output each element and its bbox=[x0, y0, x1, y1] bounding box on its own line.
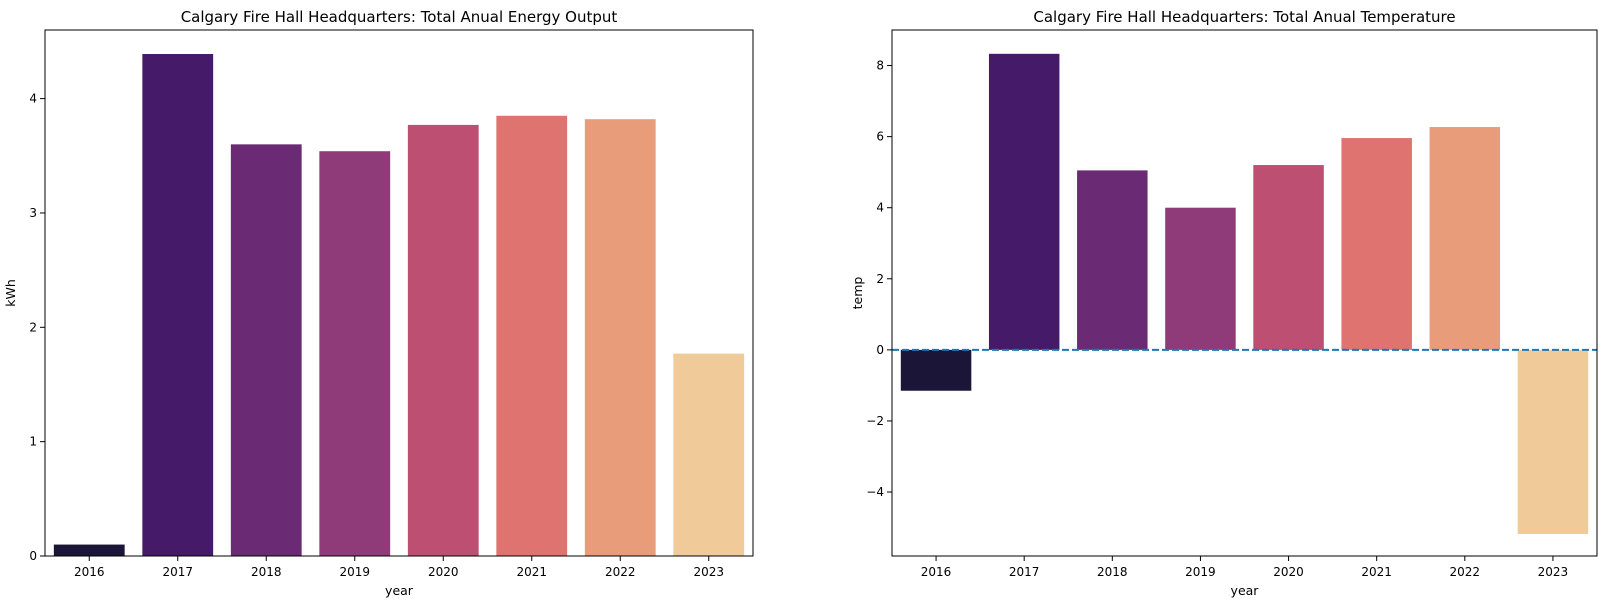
x-tick-label: 2018 bbox=[1097, 565, 1128, 579]
y-tick-label: 4 bbox=[29, 92, 37, 106]
bar-2018 bbox=[1077, 170, 1148, 350]
bar-2021 bbox=[1341, 138, 1412, 350]
bar-2019 bbox=[1165, 207, 1236, 350]
bar-2020 bbox=[407, 124, 479, 557]
y-axis-label: temp bbox=[850, 277, 865, 310]
y-tick-label: 1 bbox=[29, 435, 37, 449]
chart-title: Calgary Fire Hall Headquarters: Total An… bbox=[1033, 8, 1455, 26]
bar-2016 bbox=[53, 544, 125, 556]
bar-2021 bbox=[496, 115, 568, 557]
y-tick-label: 2 bbox=[876, 272, 884, 286]
bar-2022 bbox=[1429, 127, 1501, 350]
y-tick-label: 0 bbox=[876, 343, 884, 357]
chart-title: Calgary Fire Hall Headquarters: Total An… bbox=[181, 8, 618, 26]
axes-frame bbox=[44, 29, 754, 557]
y-tick-label: −2 bbox=[866, 414, 884, 428]
bar-2017 bbox=[988, 53, 1060, 350]
y-tick-label: 6 bbox=[876, 130, 884, 144]
y-tick-label: 3 bbox=[29, 206, 37, 220]
bar-2017 bbox=[142, 54, 214, 557]
x-tick-label: 2021 bbox=[516, 565, 547, 579]
x-tick-label: 2017 bbox=[162, 565, 193, 579]
bar-2018 bbox=[230, 144, 302, 556]
x-tick-label: 2016 bbox=[921, 565, 952, 579]
x-tick-label: 2020 bbox=[1273, 565, 1304, 579]
y-tick-label: 0 bbox=[29, 549, 37, 563]
y-tick-label: 4 bbox=[876, 201, 884, 215]
bar-2023 bbox=[1517, 349, 1589, 534]
plot-area: 0 1 2 3 4 2016 2017 2018 2019 2020 2021 2022 2023 bbox=[29, 29, 754, 579]
energy-output-chart: Calgary Fire Hall Headquarters: Total An… bbox=[3, 8, 754, 598]
x-tick-label: 2016 bbox=[74, 565, 105, 579]
y-axis-label: kWh bbox=[3, 279, 18, 307]
y-tick-label: 2 bbox=[29, 320, 37, 334]
bar-2019 bbox=[319, 151, 391, 557]
x-tick-label: 2018 bbox=[251, 565, 282, 579]
x-tick-label: 2020 bbox=[428, 565, 459, 579]
plot-area: −4 −2 0 2 4 6 8 2016 2017 2018 2019 2020 2021 2022 202… bbox=[866, 29, 1598, 579]
x-tick-label: 2019 bbox=[1185, 565, 1216, 579]
y-tick-label: 8 bbox=[876, 59, 884, 73]
x-tick-label: 2017 bbox=[1009, 565, 1040, 579]
x-tick-label: 2022 bbox=[1450, 565, 1481, 579]
x-tick-label: 2023 bbox=[1538, 565, 1569, 579]
x-tick-label: 2021 bbox=[1361, 565, 1392, 579]
x-tick-label: 2022 bbox=[605, 565, 636, 579]
bar-2020 bbox=[1253, 165, 1324, 350]
x-axis-label: year bbox=[385, 583, 414, 598]
bar-2023 bbox=[673, 353, 745, 556]
y-tick-label: −4 bbox=[866, 485, 884, 499]
temperature-chart: Calgary Fire Hall Headquarters: Total An… bbox=[850, 8, 1598, 598]
bar-2016 bbox=[900, 349, 972, 391]
x-tick-label: 2023 bbox=[693, 565, 724, 579]
axes-frame bbox=[891, 29, 1598, 557]
x-axis-label: year bbox=[1231, 583, 1260, 598]
bar-2022 bbox=[584, 119, 656, 556]
x-tick-label: 2019 bbox=[339, 565, 370, 579]
